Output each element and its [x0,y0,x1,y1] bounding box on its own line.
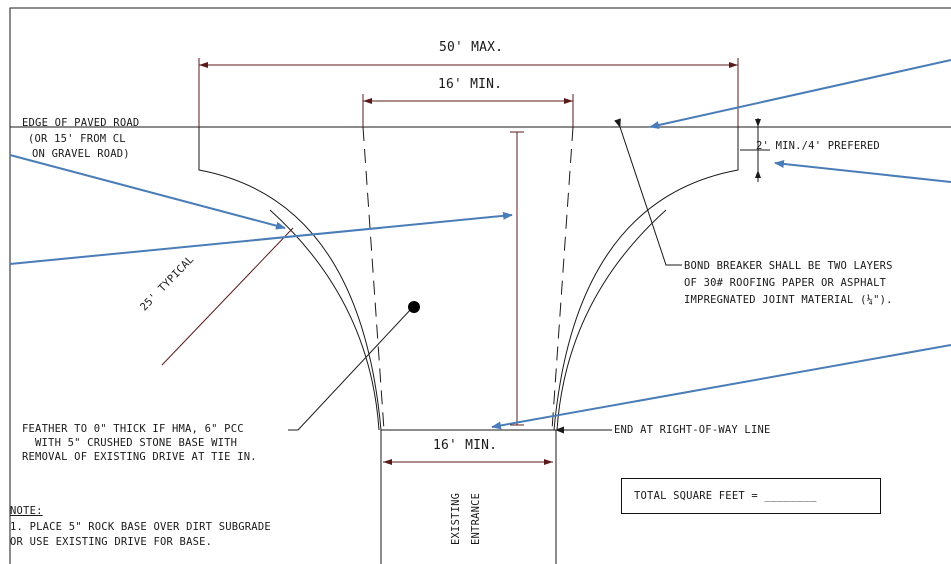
arrow-2ft [774,159,951,183]
arrow-depth [9,211,513,265]
existing-label-1: EXISTING [450,492,462,545]
dim-16-min-top: 16' MIN. [438,77,503,92]
bond-label-3: IMPREGNATED JOINT MATERIAL (¼"). [684,294,893,306]
end-row-label: END AT RIGHT-OF-WAY LINE [614,424,771,436]
left-return [198,127,382,431]
right-return [553,127,739,431]
existing-label-2: ENTRANCE [470,492,482,545]
total-square-feet-label: TOTAL SQUARE FEET = ________ [634,490,817,502]
edge-road-label-3: ON GRAVEL ROAD) [32,148,130,160]
feather-leader [288,307,413,431]
feather-label-1: FEATHER TO 0" THICK IF HMA, 6" PCC [22,423,244,435]
left-dashed-taper [362,126,385,431]
dim-16-min-bottom: 16' MIN. [433,438,498,453]
bond-label-2: OF 30# ROOFING PAPER OR ASPHALT [684,277,887,289]
note-line-1: 1. PLACE 5" ROCK BASE OVER DIRT SUBGRADE [10,521,271,533]
radius-leader [161,227,294,366]
depth-label: 2' MIN./4' PREFERED [756,140,880,152]
feather-point [408,301,420,313]
drawing-border [9,7,951,564]
bond-leader [614,118,682,266]
total-square-feet-box: TOTAL SQUARE FEET = ________ [621,478,881,514]
edge-road-label-2: (OR 15' FROM CL [28,133,126,145]
note-title: NOTE: [10,505,43,517]
dim-50-max: 50' MAX. [439,40,504,55]
arrow-radius [9,154,286,230]
feather-label-3: REMOVAL OF EXISTING DRIVE AT TIE IN. [22,451,257,463]
note-line-2: OR USE EXISTING DRIVE FOR BASE. [10,536,213,548]
bond-label-1: BOND BREAKER SHALL BE TWO LAYERS [684,260,893,272]
feather-label-2: WITH 5" CRUSHED STONE BASE WITH [35,437,238,449]
arrow-road-edge [649,59,951,129]
radius-arc [269,209,380,431]
edge-road-label-1: EDGE OF PAVED ROAD [22,117,140,129]
right-dashed-taper [551,126,574,431]
arrow-row [491,344,951,430]
